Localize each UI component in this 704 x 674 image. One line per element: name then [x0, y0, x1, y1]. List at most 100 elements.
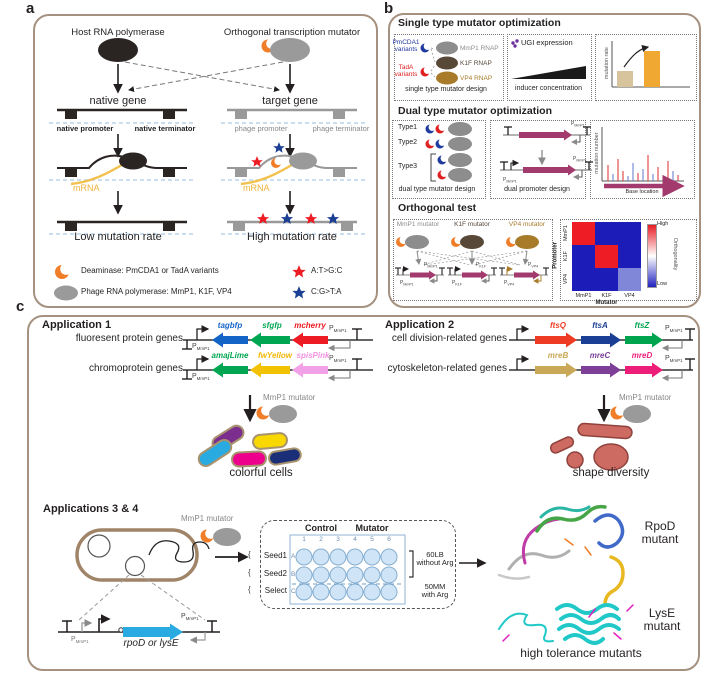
vp4-rnap-label: VP4 RNAP: [460, 75, 493, 82]
p-mmp1-label: PMmP1: [329, 325, 347, 333]
p-mmp1-label: PMmP1: [192, 343, 210, 351]
heatmap-colorbar: [647, 224, 657, 288]
vp4-mutator-icon: [506, 235, 539, 249]
single-design-caption: single type mutator design: [405, 86, 487, 93]
bar-low: [617, 71, 633, 87]
mmp1-mutator-label: MmP1 mutator: [396, 221, 440, 228]
vp4-mutator-label: VP4 mutator: [508, 221, 546, 228]
bar-high: [644, 51, 660, 87]
dual-promoter-design-box: [490, 120, 586, 199]
heatmap-cell: [618, 222, 641, 245]
target-gene-label: target gene: [262, 95, 318, 107]
legend-red-star-icon: [292, 265, 306, 278]
app1-mutator-label: MmP1 mutator: [263, 393, 316, 402]
mmp1-rnap-label: MmP1 RNAP: [460, 45, 499, 52]
k1f-rnap-label: K1F RNAP: [460, 60, 492, 67]
app1-mutator-icon: [256, 405, 297, 423]
genome-squiggle: [148, 540, 210, 563]
plate-row-a: A: [291, 553, 296, 560]
svg-text:PMmP1: PMmP1: [573, 156, 587, 163]
mrna-label: mRNA: [73, 183, 100, 193]
p-mmp1-label: PMmP1: [71, 636, 89, 644]
single-type-title: Single type mutator optimization: [398, 17, 561, 29]
panel-c-label: c: [16, 298, 25, 315]
heatmap-box: [560, 219, 697, 301]
cross-line: [128, 61, 284, 93]
colorbar-low-label: Low: [657, 281, 668, 287]
plate-col-6: 6: [387, 536, 391, 543]
mrna-curve: [240, 161, 296, 186]
dual-promoter-caption: dual promoter design: [504, 186, 570, 193]
native-promoter-label: native promoter: [56, 124, 114, 133]
mutation-number-chart-box: [590, 120, 695, 199]
mmp1-construct: PMmP1 PMmP1: [395, 262, 445, 287]
heatmap-cell: [618, 245, 641, 268]
gene-label-sfgfp: sfgfp: [262, 321, 282, 330]
host-polymerase-icon: [98, 38, 138, 62]
svg-text:PK1F: PK1F: [452, 280, 463, 287]
type3-bracket: [430, 153, 436, 182]
host-polymerase-label: Host RNA polymerase: [71, 27, 165, 38]
gene-label-mrec: mreC: [589, 351, 611, 360]
type3-icons: [437, 153, 472, 182]
panel-b: Single type mutator optimization Dual ty…: [388, 13, 701, 308]
heatmap-cell: [572, 222, 595, 245]
svg-text:PMmP1: PMmP1: [424, 262, 438, 269]
mrna-label: mRNA: [243, 183, 270, 193]
orthogonality-heatmap: [572, 222, 641, 291]
ugi-expression-label: UGI expression: [521, 38, 573, 47]
low-mutation-caption: Low mutation rate: [74, 231, 162, 243]
blue-star-icon: [273, 142, 285, 153]
select-brace: {: [248, 585, 251, 594]
svg-text:PMmP1: PMmP1: [503, 177, 517, 184]
gene-label-mcherry: mcherry: [294, 321, 326, 330]
native-gene-label: native gene: [89, 95, 147, 107]
mutation-rate-chart-box: [595, 34, 697, 101]
increase-arrow: [623, 44, 650, 68]
mmp1-mutator-icon: [396, 235, 429, 249]
panel-b-label: b: [384, 0, 394, 17]
phage-promoter-label: phage promoter: [234, 124, 288, 133]
heatmap-col-label: VP4: [624, 293, 635, 299]
shape-diversity-caption: shape diversity: [572, 467, 650, 479]
legend-blue-star-label: C:G>T:A: [311, 287, 342, 296]
colorbar-high-label: High: [657, 221, 669, 227]
condition-bracket: [409, 550, 414, 578]
plate-col-4: 4: [353, 536, 357, 543]
p-mmp1-label: PMmP1: [329, 355, 347, 363]
condition2-label: 50MM with Arg: [421, 582, 449, 600]
dual-mutator-design-box: [392, 120, 486, 199]
app2-row2-label: cytoskeleton-related genes: [387, 363, 507, 374]
rpod-structure-icon: [497, 504, 625, 607]
gene-label-ftsa: ftsA: [592, 321, 608, 330]
gene-label-fwyellow: fwYellow: [258, 351, 292, 360]
plate-col-5: 5: [370, 536, 374, 543]
panel-a: Host RNA polymerase Orthogonal transcrip…: [33, 14, 378, 308]
legend-deaminase-icon: [55, 263, 72, 279]
plate-col-3: 3: [336, 536, 340, 543]
panel-c-graphics: [58, 325, 695, 645]
colorful-cells-caption: colorful cells: [229, 467, 293, 479]
type2-icons: [425, 137, 472, 151]
high-tolerance-caption: high tolerance mutants: [520, 646, 642, 660]
inducer-box: [507, 34, 592, 101]
seed2-brace: {: [248, 568, 251, 577]
app1-row2-label: chromoprotein genes: [89, 363, 183, 374]
app34-mutator-label: MmP1 mutator: [181, 514, 234, 523]
type1-icons: [425, 122, 472, 136]
deaminase-icon: [271, 156, 283, 168]
native-terminator-label: native terminator: [134, 124, 196, 133]
vp4-rnap-icon: [436, 71, 458, 85]
fluorescent-genes-construct: [182, 325, 373, 352]
gene-label-ftsq: ftsQ: [550, 321, 566, 330]
svg-text:PMmP1: PMmP1: [400, 280, 414, 287]
plasmid-icon: [87, 534, 111, 558]
cross-line: [124, 61, 280, 93]
mutation-number-axis-label: mutation number: [593, 132, 600, 174]
app1-title: Application 1: [42, 319, 112, 331]
svg-text:PMmP1: PMmP1: [571, 121, 585, 128]
legend-red-star-label: A:T>G:C: [311, 266, 343, 275]
app2-row1-label: cell division-related genes: [391, 333, 507, 344]
k1f-mutator-icon: [451, 235, 484, 249]
k1f-construct: PK1F PK1F: [447, 262, 497, 287]
